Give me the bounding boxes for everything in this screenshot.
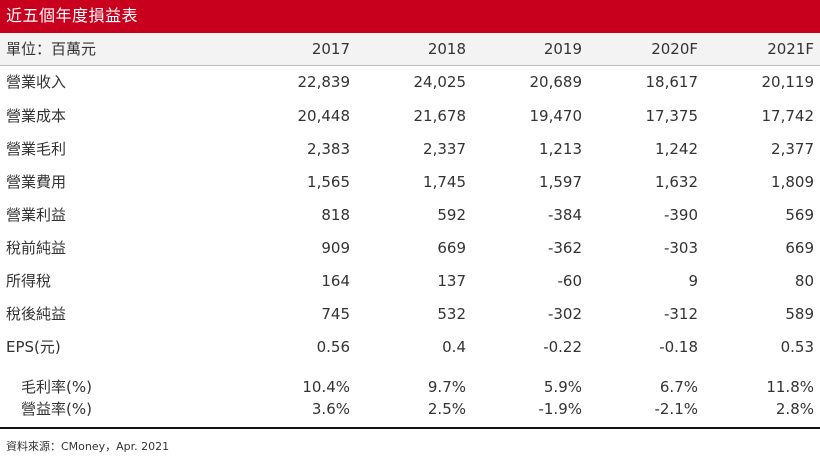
row-label: 所得稅 [6,271,52,290]
value-cell: 9 [688,271,698,290]
value-cell: 1,213 [539,139,582,158]
ratio-row: 毛利率(%) 10.4% 9.7% 5.9% 6.7% 11.8% [0,363,820,397]
value-cell: 24,025 [413,73,467,92]
value-cell: 20,119 [761,73,815,92]
table-title: 近五個年度損益表 [6,6,139,25]
value-cell: 0.53 [780,337,814,356]
value-cell: -1.9% [538,399,582,418]
bottom-rule [0,427,820,429]
value-cell: 592 [437,205,466,224]
value-cell: -312 [663,304,698,323]
table-row: 營業成本 20,448 21,678 19,470 17,375 17,742 [0,99,820,132]
value-cell: 20,689 [529,73,583,92]
header-row: 單位：百萬元 2017 2018 2019 2020F 2021F [0,33,820,66]
value-cell: 589 [785,304,814,323]
value-cell: 20,448 [297,106,351,125]
value-cell: 164 [321,271,350,290]
value-cell: 18,617 [645,73,699,92]
table-row: 營業利益 818 592 -384 -390 569 [0,198,820,231]
value-cell: 818 [321,205,350,224]
value-cell: -384 [547,205,582,224]
row-label: 營業利益 [6,205,67,224]
row-label: 營益率(%) [21,399,92,418]
table-row: 稅後純益 745 532 -302 -312 589 [0,297,820,330]
value-cell: 21,678 [413,106,467,125]
row-label: 營業成本 [6,106,67,125]
row-label: 稅後純益 [6,304,67,323]
value-cell: 1,632 [655,172,698,191]
value-cell: 3.6% [311,399,350,418]
row-label: 營業毛利 [6,139,67,158]
value-cell: 137 [437,271,466,290]
value-cell: 0.4 [442,337,466,356]
value-cell: -0.22 [543,337,582,356]
ratio-row: 營益率(%) 3.6% 2.5% -1.9% -2.1% 2.8% [0,397,820,420]
source-note: 資料來源：CMoney，Apr. 2021 [6,440,170,453]
value-cell: 17,375 [645,106,699,125]
value-cell: 909 [321,238,350,257]
value-cell: 22,839 [297,73,351,92]
value-cell: 669 [785,238,814,257]
table-row: 所得稅 164 137 -60 9 80 [0,264,820,297]
value-cell: -390 [663,205,698,224]
row-label: 毛利率(%) [21,378,92,396]
value-cell: 9.7% [427,378,466,396]
value-cell: 1,809 [771,172,814,191]
value-cell: 669 [437,238,466,257]
row-label: 營業收入 [6,73,67,92]
table-row: 營業收入 22,839 24,025 20,689 18,617 20,119 [0,65,820,99]
value-cell: 10.4% [302,378,350,396]
year-header: 2020F [588,33,704,66]
unit-header: 單位：百萬元 [0,33,240,66]
year-header: 2021F [704,33,820,66]
value-cell: 17,742 [761,106,815,125]
table-row: 稅前純益 909 669 -362 -303 669 [0,231,820,264]
table-row: EPS(元) 0.56 0.4 -0.22 -0.18 0.53 [0,330,820,363]
row-label: 稅前純益 [6,238,67,257]
value-cell: 6.7% [659,378,698,396]
value-cell: 569 [785,205,814,224]
value-cell: -302 [547,304,582,323]
income-statement-table: 單位：百萬元 2017 2018 2019 2020F 2021F 營業收入 22… [0,33,820,420]
value-cell: 5.9% [543,378,582,396]
value-cell: 1,565 [307,172,350,191]
value-cell: 19,470 [529,106,583,125]
value-cell: 80 [794,271,814,290]
value-cell: -0.18 [659,337,698,356]
table-row: 營業費用 1,565 1,745 1,597 1,632 1,809 [0,165,820,198]
value-cell: 0.56 [316,337,350,356]
row-label: 營業費用 [6,172,67,191]
title-bar: 近五個年度損益表 [0,0,820,33]
year-header: 2017 [240,33,356,66]
row-label: EPS(元) [6,337,61,356]
value-cell: 11.8% [766,378,814,396]
value-cell: 532 [437,304,466,323]
value-cell: 2,383 [307,139,350,158]
year-header: 2019 [472,33,588,66]
table-row: 營業毛利 2,383 2,337 1,213 1,242 2,377 [0,132,820,165]
value-cell: 2,377 [771,139,814,158]
value-cell: 2.5% [427,399,466,418]
value-cell: -60 [557,271,583,290]
value-cell: 1,745 [423,172,466,191]
year-header: 2018 [356,33,472,66]
value-cell: 1,242 [655,139,698,158]
value-cell: 2,337 [423,139,466,158]
value-cell: -362 [547,238,582,257]
value-cell: -303 [663,238,698,257]
value-cell: -2.1% [654,399,698,418]
value-cell: 1,597 [539,172,582,191]
value-cell: 745 [321,304,350,323]
value-cell: 2.8% [775,399,814,418]
